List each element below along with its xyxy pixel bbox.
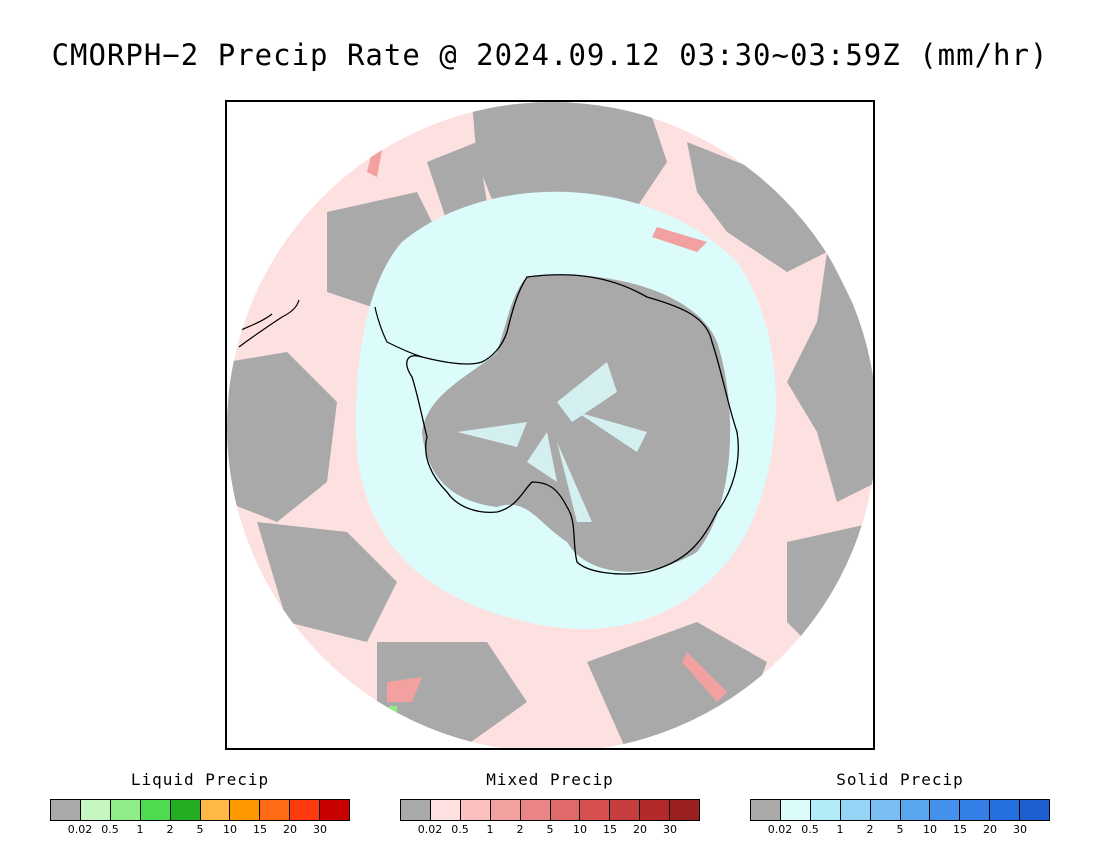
mixed-tick-label: 1 bbox=[486, 823, 494, 836]
legend-solid-title: Solid Precip bbox=[836, 770, 964, 789]
mixed-tick-label: 0.5 bbox=[451, 823, 469, 836]
liquid-swatch-6 bbox=[230, 800, 261, 820]
mixed-swatch-4 bbox=[520, 800, 551, 820]
liquid-swatch-3 bbox=[140, 800, 171, 820]
solid-tick-label: 15 bbox=[953, 823, 967, 836]
solid-swatch-5 bbox=[900, 800, 931, 820]
south-polar-projection-map bbox=[227, 102, 873, 748]
mixed-swatch-1 bbox=[430, 800, 461, 820]
legend-mixed-ticks: 0.02 0.5 1 2 5 10 15 20 30 bbox=[400, 823, 700, 839]
liquid-tick-label: 15 bbox=[253, 823, 267, 836]
solid-swatch-8 bbox=[990, 800, 1021, 820]
antarctic-interior-gray bbox=[422, 274, 731, 572]
legend-liquid-title: Liquid Precip bbox=[130, 770, 270, 789]
legend-solid-colorbar bbox=[750, 799, 1050, 821]
solid-swatch-1 bbox=[780, 800, 811, 820]
liquid-swatch-2 bbox=[110, 800, 141, 820]
mixed-swatch-7 bbox=[610, 800, 641, 820]
mixed-tick-label: 15 bbox=[603, 823, 617, 836]
liquid-tick-label: 20 bbox=[283, 823, 297, 836]
liquid-tick-label: 5 bbox=[196, 823, 204, 836]
mixed-swatch-9 bbox=[670, 800, 700, 820]
mixed-swatch-2 bbox=[460, 800, 491, 820]
mixed-tick-label: 20 bbox=[633, 823, 647, 836]
mixed-tick-label: 30 bbox=[663, 823, 677, 836]
antarctic-coastline bbox=[406, 274, 739, 575]
liquid-tick-label: 2 bbox=[166, 823, 174, 836]
solid-swatch-9 bbox=[1020, 800, 1050, 820]
mixed-tick-label: 0.02 bbox=[417, 823, 443, 836]
mixed-tick-label: 10 bbox=[573, 823, 587, 836]
solid-swatch-3 bbox=[840, 800, 871, 820]
liquid-swatch-4 bbox=[170, 800, 201, 820]
solid-tick-label: 10 bbox=[923, 823, 937, 836]
solid-tick-label: 0.02 bbox=[767, 823, 793, 836]
mixed-swatch-8 bbox=[640, 800, 671, 820]
legend-solid-ticks: 0.02 0.5 1 2 5 10 15 20 30 bbox=[750, 823, 1050, 839]
solid-swatch-7 bbox=[960, 800, 991, 820]
mixed-swatch-3 bbox=[490, 800, 521, 820]
solid-tick-label: 2 bbox=[866, 823, 874, 836]
liquid-tick-label: 10 bbox=[223, 823, 237, 836]
legend-solid: Solid Precip 0.02 0.5 1 2 5 10 15 20 30 bbox=[750, 770, 1050, 839]
legend-mixed-colorbar bbox=[400, 799, 700, 821]
legend-liquid-colorbar bbox=[50, 799, 350, 821]
polar-map-frame bbox=[225, 100, 875, 750]
liquid-swatch-0 bbox=[51, 800, 81, 820]
mixed-swatch-6 bbox=[580, 800, 611, 820]
solid-tick-label: 1 bbox=[836, 823, 844, 836]
liquid-swatch-1 bbox=[80, 800, 111, 820]
solid-swatch-4 bbox=[870, 800, 901, 820]
legend-liquid: Liquid Precip 0.02 0.5 1 2 5 10 15 20 30 bbox=[50, 770, 350, 839]
liquid-precip-spot bbox=[389, 706, 397, 714]
chart-title: CMORPH−2 Precip Rate @ 2024.09.12 03:30~… bbox=[51, 38, 1049, 72]
solid-swatch-0 bbox=[751, 800, 781, 820]
liquid-swatch-9 bbox=[320, 800, 350, 820]
peninsula-coastline bbox=[374, 306, 423, 358]
solid-tick-label: 5 bbox=[896, 823, 904, 836]
liquid-tick-label: 0.02 bbox=[67, 823, 93, 836]
liquid-swatch-8 bbox=[290, 800, 321, 820]
legend-mixed-title: Mixed Precip bbox=[486, 770, 614, 789]
solid-precip-streaks bbox=[457, 362, 647, 522]
legend-liquid-ticks: 0.02 0.5 1 2 5 10 15 20 30 bbox=[50, 823, 350, 839]
solid-tick-label: 0.5 bbox=[801, 823, 819, 836]
solid-tick-label: 20 bbox=[983, 823, 997, 836]
mixed-swatch-0 bbox=[401, 800, 431, 820]
liquid-swatch-7 bbox=[260, 800, 291, 820]
liquid-tick-label: 1 bbox=[136, 823, 144, 836]
mixed-precip-intense-spots bbox=[367, 150, 727, 702]
mixed-swatch-5 bbox=[550, 800, 581, 820]
solid-tick-label: 30 bbox=[1013, 823, 1027, 836]
solid-swatch-2 bbox=[810, 800, 841, 820]
mixed-tick-label: 2 bbox=[516, 823, 524, 836]
legend-mixed: Mixed Precip 0.02 0.5 1 2 5 10 15 20 30 bbox=[400, 770, 700, 839]
liquid-swatch-5 bbox=[200, 800, 231, 820]
liquid-tick-label: 30 bbox=[313, 823, 327, 836]
liquid-tick-label: 0.5 bbox=[101, 823, 119, 836]
solid-swatch-6 bbox=[930, 800, 961, 820]
mixed-tick-label: 5 bbox=[546, 823, 554, 836]
